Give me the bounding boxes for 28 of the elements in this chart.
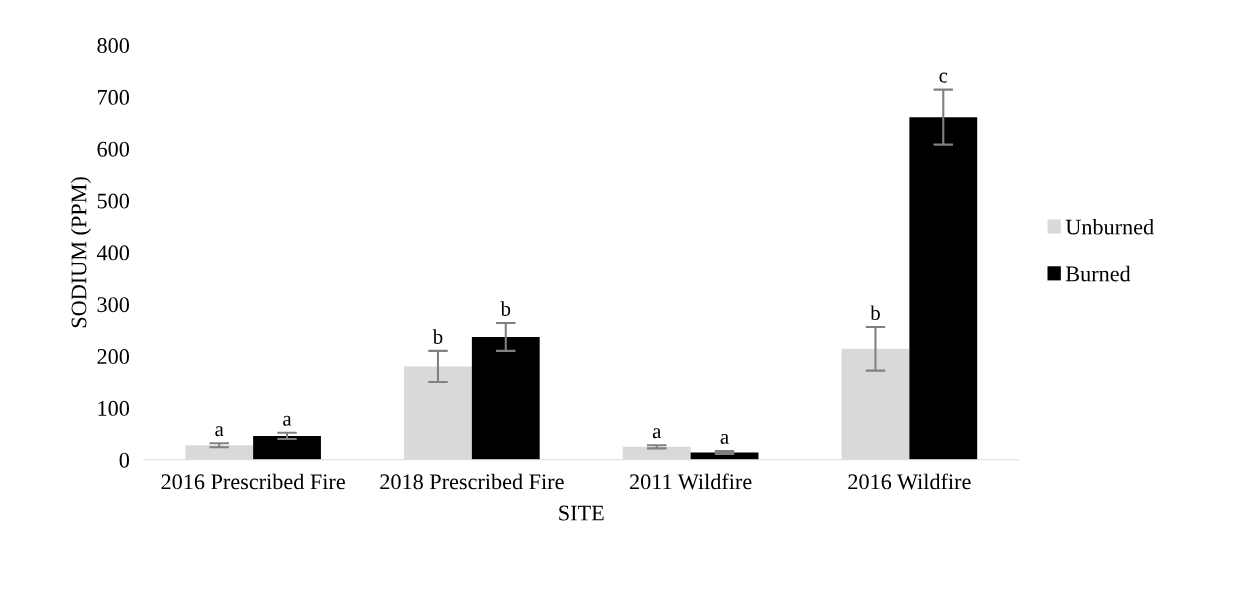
data-label: b (870, 305, 880, 321)
y-tick-label: 700 (97, 89, 130, 105)
data-label: b (432, 329, 443, 344)
y-tick-label: 0 (119, 452, 130, 468)
x-tick-label: 2018 Prescribed Fire (380, 473, 564, 490)
y-tick-label: 600 (97, 141, 130, 157)
data-label: a (283, 415, 292, 426)
x-axis-title: SITE (559, 505, 604, 521)
data-label: a (652, 428, 662, 439)
legend-label: Burned (1065, 265, 1131, 282)
legend-label: Unburned (1065, 218, 1154, 235)
x-tick-label: 2016 Prescribed Fire (161, 473, 345, 490)
x-tick-label: 2011 Wildfire (630, 473, 752, 490)
y-axis-title: SODIUM (PPM) (70, 177, 91, 328)
y-tick-label: 200 (97, 349, 130, 365)
y-tick-label: 500 (97, 193, 130, 209)
y-tick-label: 100 (98, 400, 130, 416)
y-tick-label: 300 (97, 297, 130, 313)
x-tick-label: 2016 Wildfire (848, 473, 971, 490)
data-label: b (500, 301, 511, 316)
y-tick-label: 800 (97, 38, 130, 53)
data-label: a (720, 433, 729, 444)
data-label: c (939, 72, 948, 83)
data-label: a (215, 426, 224, 437)
y-tick-label: 400 (96, 245, 130, 261)
bar (471, 336, 540, 460)
bar (253, 435, 321, 460)
bar (909, 117, 978, 460)
